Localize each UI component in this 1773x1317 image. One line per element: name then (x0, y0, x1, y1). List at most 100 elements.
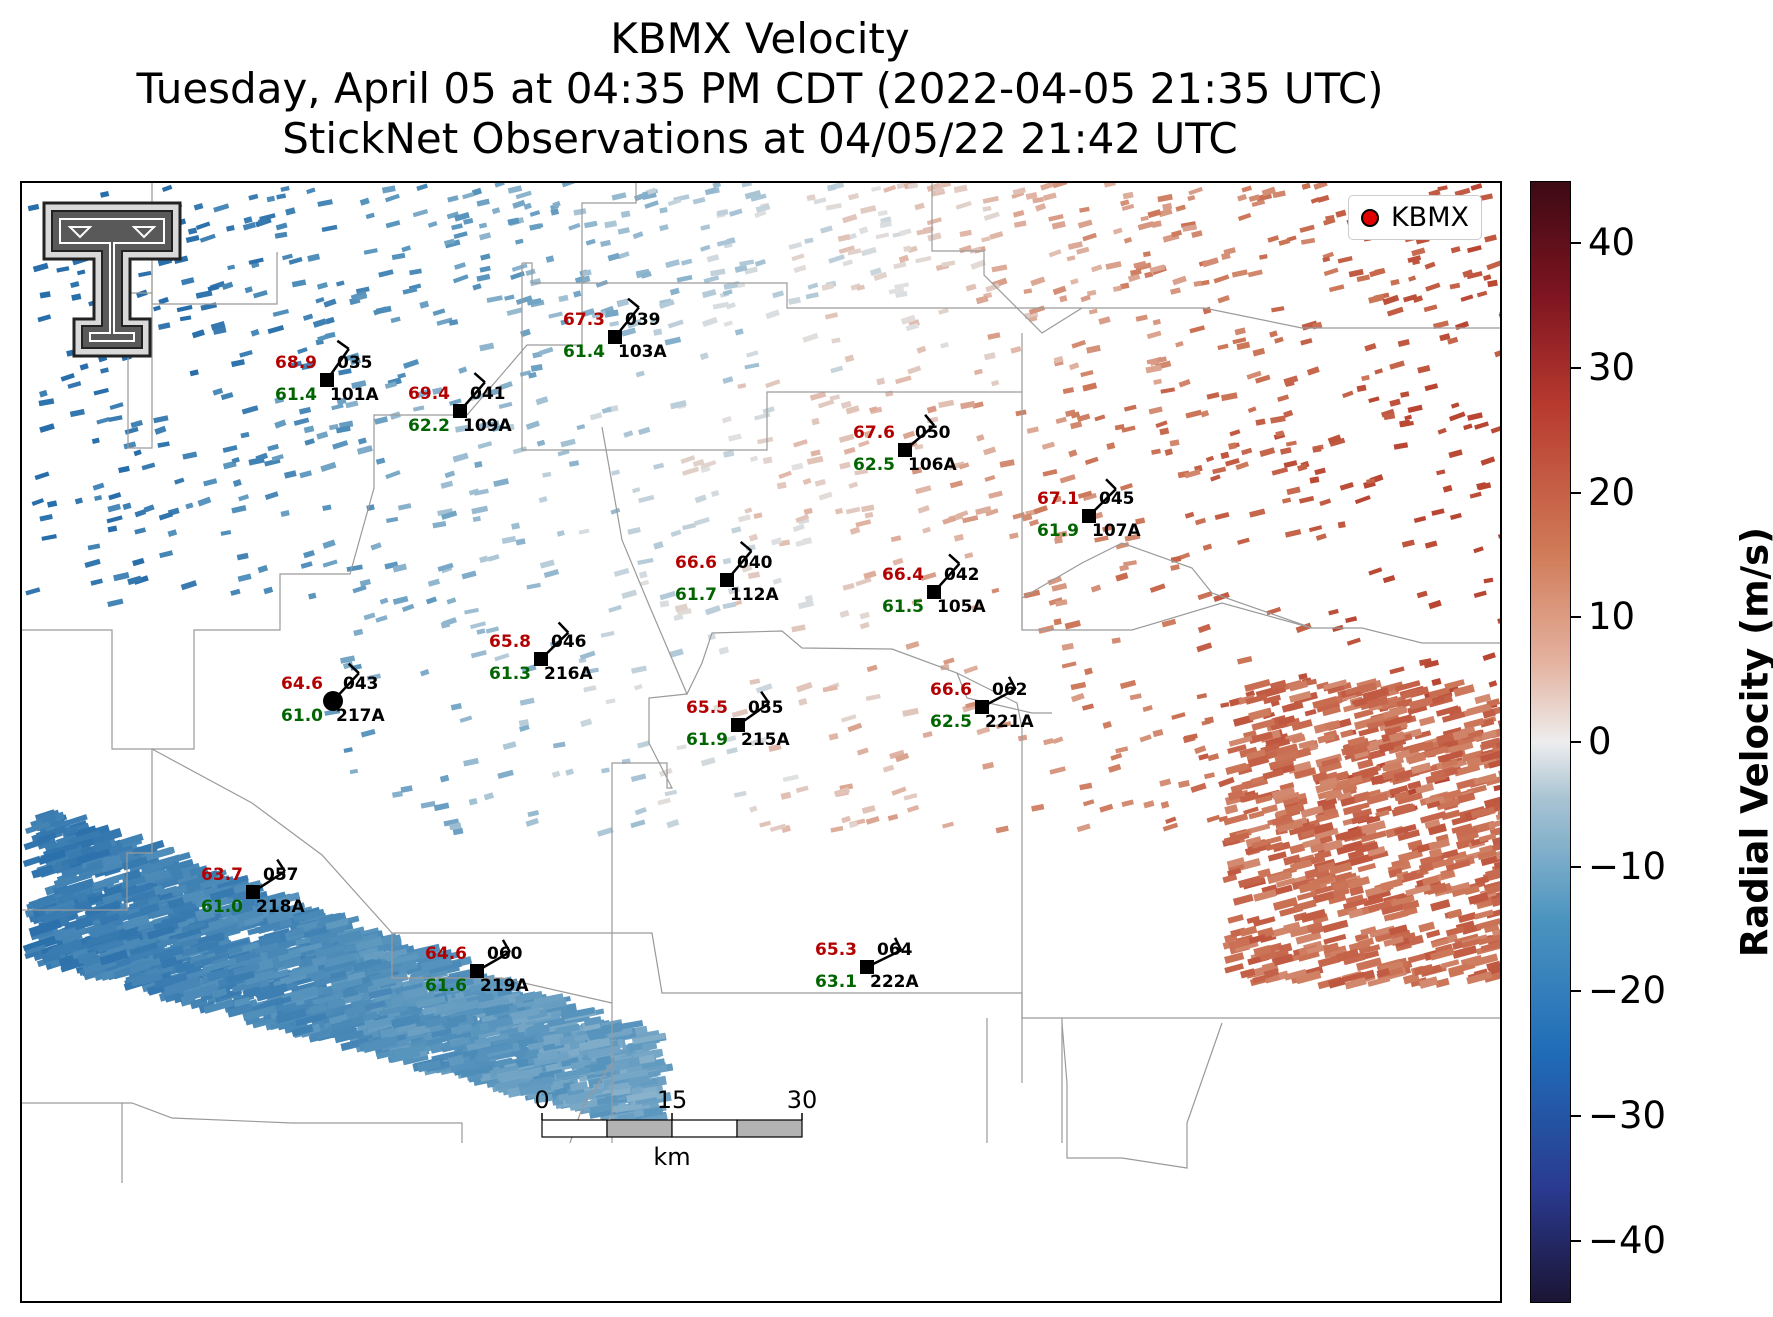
station-id: 218A (256, 897, 305, 917)
station-wind-direction: 045 (1099, 489, 1135, 509)
station-101A[interactable]: 68.9 61.4 035 101A (275, 339, 379, 405)
station-222A[interactable]: 65.3 63.1 064 222A (815, 937, 919, 992)
wind-barb-flag (1007, 676, 1017, 690)
station-id: 101A (330, 385, 379, 405)
station-marker-icon (320, 373, 334, 387)
wind-barb-flag (347, 662, 360, 675)
station-id: 215A (741, 730, 790, 750)
station-wind-direction: 035 (337, 353, 373, 373)
county-boundaries (22, 183, 1500, 1183)
station-wind-direction: 039 (625, 310, 661, 330)
station-temperature: 65.8 (489, 632, 531, 652)
radar-site-marker-icon (1360, 208, 1379, 227)
station-dewpoint: 61.5 (882, 597, 924, 617)
radar-velocity-layer (22, 183, 1500, 1129)
station-105A[interactable]: 66.4 61.5 042 105A (882, 553, 986, 617)
scale-unit: km (653, 1143, 690, 1171)
station-dewpoint: 61.4 (275, 385, 317, 405)
station-dewpoint: 61.4 (563, 342, 605, 362)
station-temperature: 67.6 (853, 423, 895, 443)
station-wind-direction: 057 (263, 865, 299, 885)
scale-bar: 0 15 30 km (534, 1086, 817, 1171)
station-marker-icon (453, 404, 467, 418)
colorbar-tick-label: 20 (1588, 470, 1636, 514)
station-id: 222A (870, 972, 919, 992)
colorbar-tick-label: −10 (1588, 844, 1667, 888)
wind-barb-flag (501, 939, 511, 953)
station-218A[interactable]: 63.7 61.0 057 218A (201, 858, 305, 917)
colorbar-tick-mark (1571, 1115, 1581, 1117)
wind-barb-flag (276, 858, 286, 872)
colorbar-tick-label: 10 (1588, 595, 1636, 639)
station-221A[interactable]: 66.6 62.5 062 221A (930, 676, 1034, 732)
station-wind-direction: 060 (487, 944, 523, 964)
colorbar-tick-mark (1571, 367, 1581, 369)
wind-barb-flag (924, 413, 936, 427)
station-wind-direction: 055 (748, 698, 784, 718)
station-id: 221A (985, 712, 1034, 732)
station-temperature: 63.7 (201, 865, 243, 885)
station-id: 105A (937, 597, 986, 617)
station-103A[interactable]: 67.3 61.4 039 103A (563, 297, 667, 362)
title-line-2: Tuesday, April 05 at 04:35 PM CDT (2022-… (136, 64, 1384, 113)
station-107A[interactable]: 67.1 61.9 045 107A (1037, 478, 1141, 541)
colorbar-tick-mark (1571, 491, 1581, 494)
station-marker-icon (975, 700, 989, 714)
station-112A[interactable]: 66.6 61.7 040 112A (675, 540, 779, 605)
station-marker-icon (534, 652, 548, 666)
station-wind-direction: 064 (877, 940, 913, 960)
scale-tick-30: 30 (787, 1086, 818, 1114)
station-dewpoint: 62.5 (853, 455, 895, 475)
velocity-colorbar (1530, 181, 1571, 1303)
colorbar-tick-label: 40 (1588, 221, 1636, 265)
station-106A[interactable]: 67.6 62.5 050 106A (853, 413, 957, 475)
station-temperature: 66.4 (882, 565, 924, 585)
station-id: 103A (618, 342, 667, 362)
station-marker-icon (608, 330, 622, 344)
station-dewpoint: 61.9 (1037, 521, 1079, 541)
station-dewpoint: 62.5 (930, 712, 972, 732)
station-wind-direction: 041 (470, 384, 506, 404)
radar-map[interactable]: 68.9 61.4 035 101A 69.4 62.2 041 109A 67.3 61.4 03… (20, 181, 1502, 1303)
station-109A[interactable]: 69.4 62.2 041 109A (408, 372, 512, 436)
station-dewpoint: 61.3 (489, 664, 531, 684)
colorbar-tick-label: 30 (1588, 346, 1636, 389)
colorbar-tick-mark (1571, 616, 1581, 619)
station-temperature: 67.3 (563, 310, 605, 330)
station-dewpoint: 61.0 (201, 897, 243, 917)
station-217A[interactable]: 64.6 61.0 043 217A (281, 662, 385, 726)
station-215A[interactable]: 65.5 61.9 055 215A (686, 690, 790, 750)
colorbar-tick-label: −20 (1588, 969, 1667, 1013)
colorbar-tick-mark (1571, 1239, 1581, 1242)
station-marker-icon (898, 443, 912, 457)
station-dewpoint: 61.6 (425, 976, 467, 996)
station-dewpoint: 62.2 (408, 416, 450, 436)
station-216A[interactable]: 65.8 61.3 046 216A (489, 621, 593, 685)
scale-tick-15: 15 (657, 1086, 688, 1114)
title-line-1: KBMX Velocity (610, 14, 910, 63)
colorbar-tick-label: −30 (1588, 1094, 1667, 1137)
wind-barb-flag (473, 372, 486, 384)
station-dewpoint: 61.0 (281, 706, 323, 726)
wind-barb-flag (557, 621, 570, 634)
colorbar-tick-label: −40 (1588, 1218, 1667, 1262)
station-id: 107A (1092, 521, 1141, 541)
station-id: 219A (480, 976, 529, 996)
station-219A[interactable]: 64.6 61.6 060 219A (425, 939, 529, 996)
scale-tick-0: 0 (534, 1086, 549, 1114)
wind-barb-flag (739, 540, 753, 552)
station-marker-icon (720, 573, 734, 587)
station-temperature: 66.6 (675, 553, 717, 573)
station-wind-direction: 042 (944, 565, 980, 585)
wind-barb-flag (760, 690, 771, 704)
station-dewpoint: 63.1 (815, 972, 857, 992)
colorbar-axis-label: Radial Velocity (m/s) (1733, 526, 1773, 958)
texas-tech-logo-icon (42, 201, 182, 358)
colorbar-tick-mark (1571, 990, 1581, 993)
station-wind-direction: 043 (343, 674, 379, 694)
wind-barb-flag (627, 297, 640, 309)
station-temperature: 65.5 (686, 698, 728, 718)
station-temperature: 69.4 (408, 384, 450, 404)
sticknet-stations: 68.9 61.4 035 101A 69.4 62.2 041 109A 67.3 61.4 03… (201, 297, 1141, 996)
